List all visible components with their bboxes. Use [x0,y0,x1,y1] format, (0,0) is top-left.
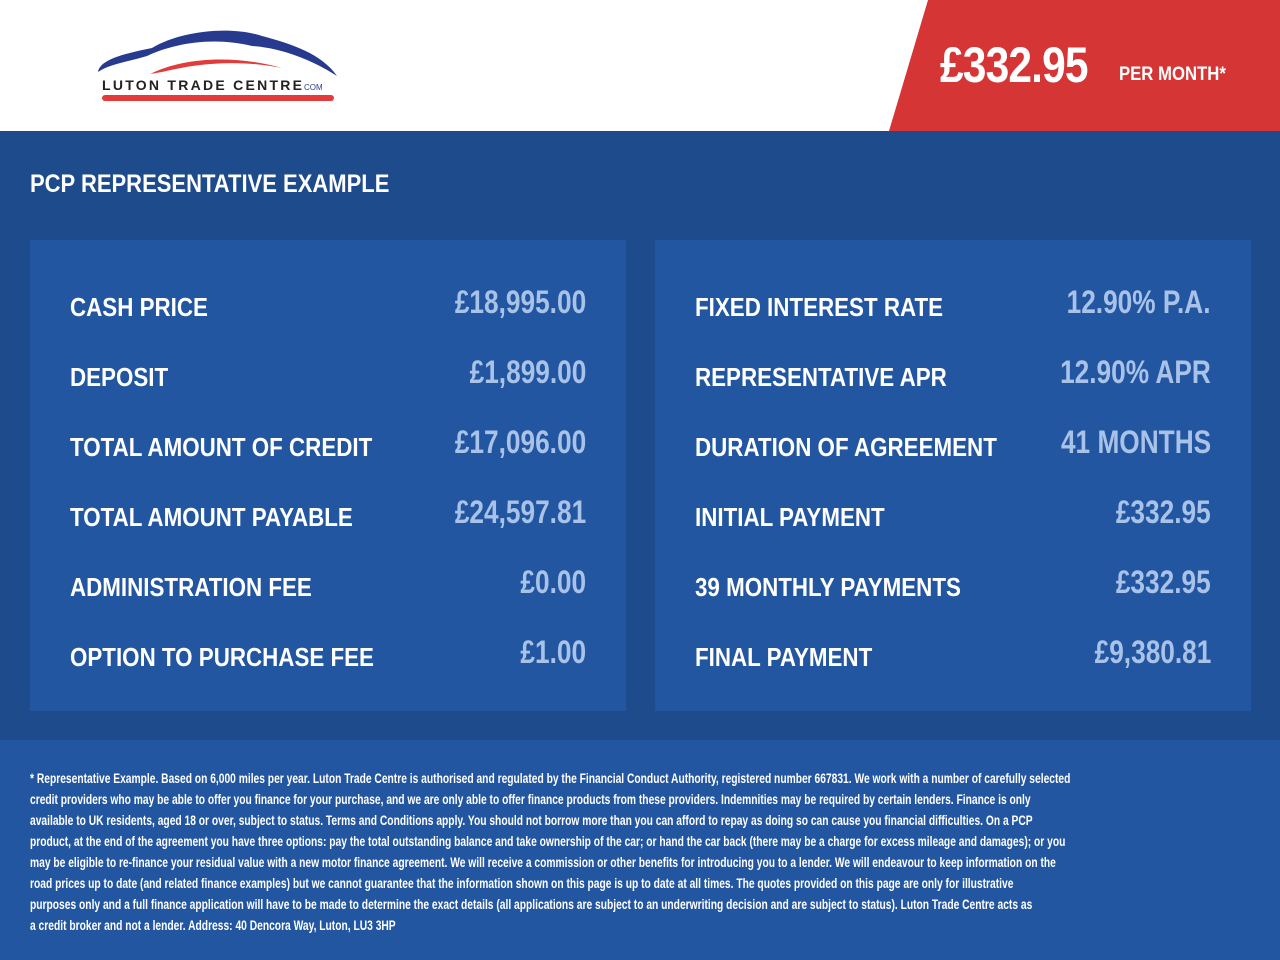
finance-value: 12.90% APR [1060,354,1211,390]
monthly-price-banner [889,0,1280,131]
finance-row: CASH PRICE £18,995.00 [70,284,586,326]
finance-value: £1,899.00 [469,354,586,390]
finance-label: CASH PRICE [70,292,208,322]
finance-value: £17,096.00 [454,424,586,460]
finance-value: £1.00 [520,634,586,670]
finance-value: £332.95 [1116,564,1211,600]
finance-label: FINAL PAYMENT [695,642,873,672]
finance-label: REPRESENTATIVE APR [695,362,947,392]
finance-label: 39 MONTHLY PAYMENTS [695,572,961,602]
monthly-price: £332.95 [940,37,1089,93]
luton-trade-centre-logo: LUTON TRADE CENTRE COM [98,30,337,101]
finance-label: TOTAL AMOUNT OF CREDIT [70,432,373,462]
finance-row: ADMINISTRATION FEE £0.00 [70,564,586,606]
svg-text:COM: COM [304,83,323,92]
finance-label: ADMINISTRATION FEE [70,572,312,602]
finance-label: DEPOSIT [70,362,169,392]
disclaimer-line: a credit broker and not a lender. Addres… [30,918,396,933]
finance-value: 12.90% P.A. [1067,284,1211,320]
finance-value: £18,995.00 [454,284,586,320]
finance-row: DURATION OF AGREEMENT 41 MONTHS [695,424,1211,466]
disclaimer-line: available to UK residents, aged 18 or ov… [30,813,1033,828]
finance-row: FINAL PAYMENT £9,380.81 [695,634,1211,676]
per-month-label: PER MONTH* [1119,64,1226,85]
finance-row: REPRESENTATIVE APR 12.90% APR [695,354,1211,396]
finance-row: TOTAL AMOUNT PAYABLE £24,597.81 [70,494,586,536]
disclaimer-line: may be eligible to re-finance your resid… [30,855,1056,870]
disclaimer-line: credit providers who may be able to offe… [30,792,1031,807]
finance-row: TOTAL AMOUNT OF CREDIT £17,096.00 [70,424,586,466]
svg-text:LUTON TRADE CENTRE: LUTON TRADE CENTRE [102,77,302,93]
right-finance-panel: FIXED INTEREST RATE 12.90% P.A. REPRESENTA… [655,240,1251,711]
finance-row: DEPOSIT £1,899.00 [70,354,586,396]
finance-label: INITIAL PAYMENT [695,502,885,532]
disclaimer-line: road prices up to date (and related fina… [30,876,1014,891]
finance-value: £332.95 [1116,494,1211,530]
finance-label: OPTION TO PURCHASE FEE [70,642,374,672]
finance-value: £24,597.81 [454,494,586,530]
disclaimer-line: purposes only and a full finance applica… [30,897,1033,912]
left-finance-panel: CASH PRICE £18,995.00 DEPOSIT £1,899.00 TOTA… [30,240,626,711]
finance-value: £0.00 [520,564,586,600]
disclaimer-footer: * Representative Example. Based on 6,000… [0,740,1280,960]
disclaimer-line: * Representative Example. Based on 6,000… [30,771,1071,786]
finance-row: 39 MONTHLY PAYMENTS £332.95 [695,564,1211,606]
finance-value: £9,380.81 [1094,634,1211,670]
section-title: PCP REPRESENTATIVE EXAMPLE [30,170,390,198]
finance-label: DURATION OF AGREEMENT [695,432,997,462]
disclaimer-line: product, at the end of the agreement you… [30,834,1066,849]
finance-label: TOTAL AMOUNT PAYABLE [70,502,353,532]
finance-value: 41 MONTHS [1060,424,1211,460]
finance-label: FIXED INTEREST RATE [695,292,944,322]
finance-row: INITIAL PAYMENT £332.95 [695,494,1211,536]
finance-row: FIXED INTEREST RATE 12.90% P.A. [695,284,1211,326]
finance-row: OPTION TO PURCHASE FEE £1.00 [70,634,586,676]
